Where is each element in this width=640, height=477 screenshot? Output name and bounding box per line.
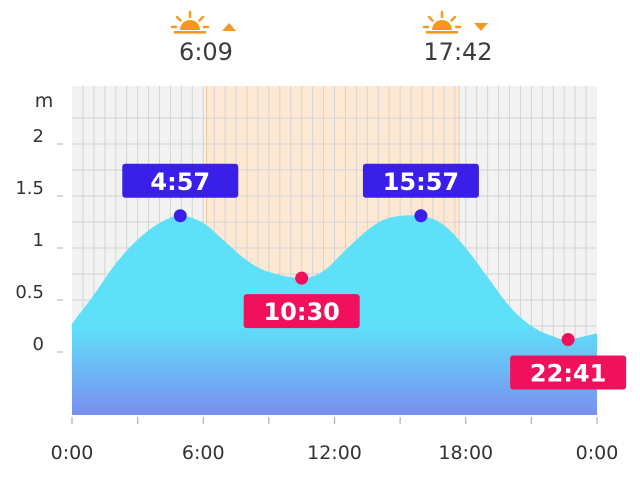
high-tide-time-label: 4:57 [150, 168, 210, 196]
y-tick-label: 0.5 [15, 282, 44, 303]
y-tick-label: 0 [33, 334, 44, 355]
low-tide-label-box [510, 355, 627, 390]
sunrise-icon [170, 10, 236, 34]
low-tide-point [561, 333, 575, 347]
high-tide-time-label: 15:57 [383, 168, 459, 196]
sunset-block: 17:42 [398, 8, 518, 66]
sunrise-block: 6:09 [146, 8, 266, 66]
sunrise-icons [146, 8, 266, 38]
low-tide-time-label: 10:30 [263, 298, 339, 326]
x-tick-label: 6:00 [182, 442, 225, 464]
arrow-down-icon [474, 23, 488, 31]
x-tick-label: 12:00 [307, 442, 362, 464]
high-tide-point [414, 209, 428, 223]
y-tick-label: 2 [33, 126, 44, 147]
high-tide-point [173, 209, 187, 223]
sunset-icons [398, 8, 518, 38]
x-tick-label: 0:00 [51, 442, 94, 464]
sunset-time: 17:42 [423, 38, 493, 66]
y-tick-label: 1 [33, 230, 44, 251]
low-tide-label-box [243, 294, 360, 329]
y-axis-unit-label: m [35, 90, 54, 112]
arrow-up-icon [222, 23, 236, 31]
low-tide-point [295, 271, 309, 285]
x-tick-label: 0:00 [576, 442, 619, 464]
y-tick-label: 1.5 [15, 178, 44, 199]
sunset-icon [422, 10, 488, 34]
x-tick-label: 18:00 [438, 442, 493, 464]
high-tide-label-box [362, 163, 479, 198]
sunrise-time: 6:09 [179, 38, 233, 66]
high-tide-label-box [122, 163, 239, 198]
low-tide-time-label: 22:41 [530, 360, 606, 388]
